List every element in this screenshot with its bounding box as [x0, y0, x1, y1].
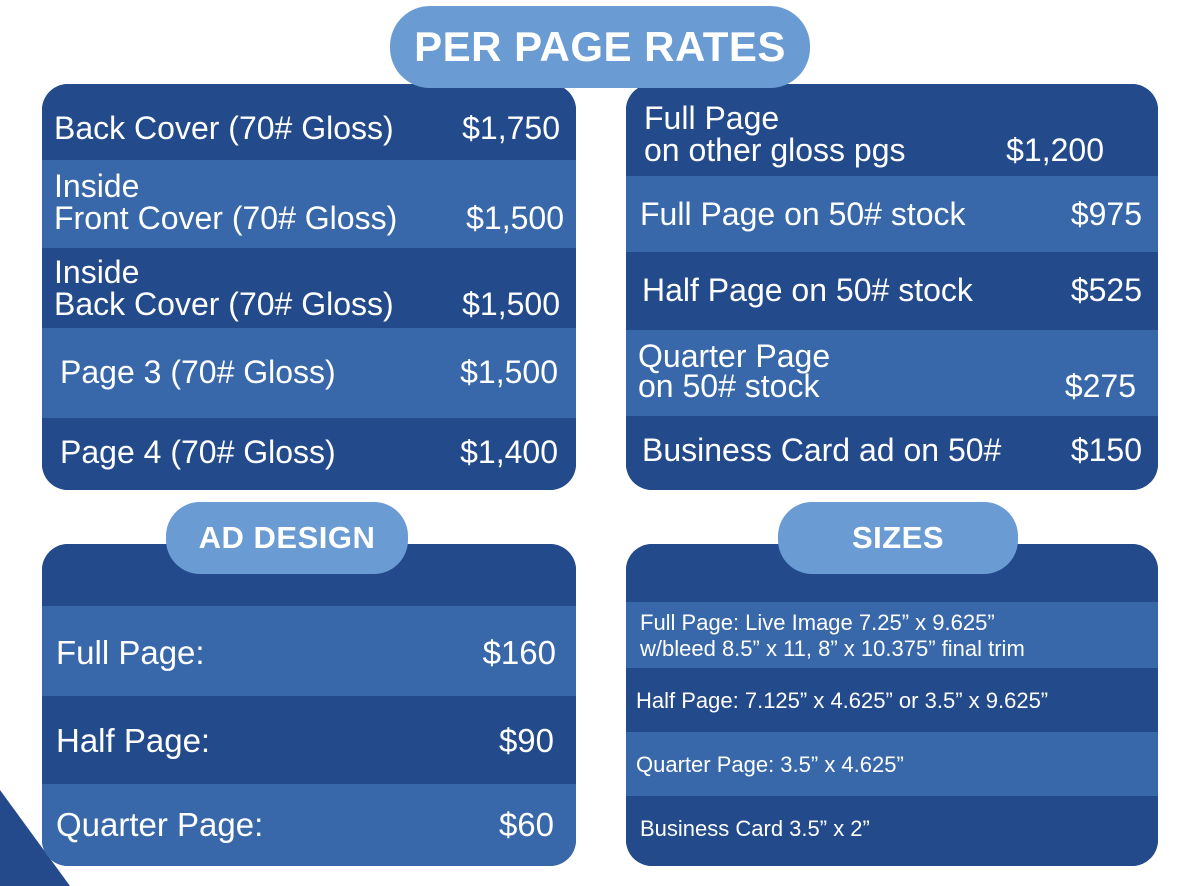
rate-label-line1: Inside	[54, 254, 140, 290]
rates-panel-left: Back Cover (70# Gloss) $1,750 Inside Fro…	[42, 84, 576, 490]
rate-label: Business Card ad on 50#	[642, 432, 1002, 468]
rate-price: $525	[1070, 272, 1142, 308]
rate-row: Inside Front Cover (70# Gloss) $1,500	[42, 160, 576, 248]
rate-label: Page 4 (70# Gloss)	[60, 434, 336, 470]
design-label: Full Page:	[56, 634, 205, 671]
rate-label-line1: Quarter Page	[638, 338, 831, 374]
rate-price: $1,200	[1006, 132, 1104, 168]
size-row: Quarter Page: 3.5” x 4.625”	[626, 732, 1158, 796]
size-text-line1: Full Page: Live Image 7.25” x 9.625”	[640, 610, 995, 635]
design-price: $60	[498, 806, 554, 843]
ad-design-panel: Full Page: $160 Half Page: $90 Quarter P…	[42, 544, 576, 866]
sizes-title: SIZES	[778, 502, 1018, 574]
rates-panel-right: Full Page on other gloss pgs $1,200 Full…	[626, 84, 1158, 490]
rate-label-line2: on other gloss pgs	[644, 132, 906, 168]
rate-row: Inside Back Cover (70# Gloss) $1,500	[42, 248, 576, 328]
design-label: Quarter Page:	[56, 806, 264, 843]
rate-label-line2: Back Cover (70# Gloss)	[54, 286, 394, 322]
size-row: Full Page: Live Image 7.25” x 9.625” w/b…	[626, 602, 1158, 668]
rate-row: Full Page on 50# stock $975	[626, 176, 1158, 252]
rate-row: Back Cover (70# Gloss) $1,750	[42, 84, 576, 160]
rate-label: Half Page on 50# stock	[642, 272, 973, 308]
rate-price: $1,400	[460, 434, 558, 470]
sizes-panel: Full Page: Live Image 7.25” x 9.625” w/b…	[626, 544, 1158, 866]
rate-label: Page 3 (70# Gloss)	[60, 354, 336, 390]
design-price: $160	[482, 634, 556, 671]
design-label: Half Page:	[56, 722, 211, 759]
rate-price: $1,500	[466, 200, 564, 236]
rate-price: $275	[1064, 368, 1136, 404]
design-row: Quarter Page: $60	[42, 784, 576, 866]
rate-price: $150	[1070, 432, 1142, 468]
size-text-line2: w/bleed 8.5” x 11, 8” x 10.375” final tr…	[640, 636, 1025, 661]
rate-row: Page 3 (70# Gloss) $1,500	[42, 328, 576, 418]
rate-row: Half Page on 50# stock $525	[626, 252, 1158, 330]
rate-label-line2: on 50# stock	[638, 368, 820, 404]
rate-price: $1,500	[460, 354, 558, 390]
rate-price: $1,750	[462, 110, 560, 146]
design-row: Half Page: $90	[42, 696, 576, 784]
rate-row: Full Page on other gloss pgs $1,200	[626, 84, 1158, 176]
rate-row: Quarter Page on 50# stock $275	[626, 330, 1158, 416]
size-row: Half Page: 7.125” x 4.625” or 3.5” x 9.6…	[626, 668, 1158, 732]
design-price: $90	[498, 722, 554, 759]
size-text: Business Card 3.5” x 2”	[640, 816, 870, 841]
rate-label: Full Page on 50# stock	[640, 196, 966, 232]
rate-price: $975	[1070, 196, 1142, 232]
rate-label-line2: Front Cover (70# Gloss)	[54, 200, 398, 236]
rate-price: $1,500	[462, 286, 560, 322]
rate-row: Page 4 (70# Gloss) $1,400	[42, 418, 576, 490]
size-text: Quarter Page: 3.5” x 4.625”	[636, 752, 904, 777]
size-row: Business Card 3.5” x 2”	[626, 796, 1158, 866]
rate-row: Business Card ad on 50# $150	[626, 416, 1158, 490]
rate-label-line1: Full Page	[644, 100, 780, 136]
ad-design-title: AD DESIGN	[166, 502, 408, 574]
design-row: Full Page: $160	[42, 606, 576, 696]
rate-label: Back Cover (70# Gloss)	[54, 110, 394, 146]
size-text: Half Page: 7.125” x 4.625” or 3.5” x 9.6…	[636, 688, 1049, 713]
per-page-rates-title: PER PAGE RATES	[390, 6, 810, 88]
rate-label-line1: Inside	[54, 168, 140, 204]
